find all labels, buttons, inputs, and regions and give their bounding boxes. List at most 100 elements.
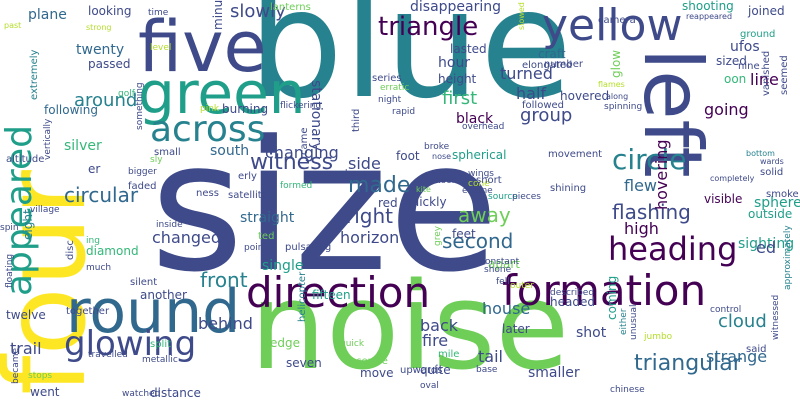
- word-nose: nose: [432, 152, 452, 161]
- word-foot: foot: [396, 149, 420, 163]
- word-joined: joined: [748, 4, 785, 18]
- word-short: short: [476, 175, 502, 186]
- word-spinning: spinning: [604, 102, 643, 112]
- word-movement: movement: [548, 149, 603, 160]
- word-twenty: twenty: [76, 42, 125, 58]
- word-reappeared: reappeared: [686, 12, 733, 21]
- word-blue: blue: [248, 0, 573, 132]
- word-triangle: triangle: [378, 12, 479, 42]
- word-travelled: travelled: [88, 350, 128, 360]
- word-changed: changed: [152, 228, 222, 247]
- word-mile: mile: [438, 349, 460, 360]
- word-disc: disc: [65, 240, 76, 260]
- word-er: er: [88, 162, 101, 176]
- word-sighting: sighting: [738, 236, 795, 252]
- word-split: split: [150, 339, 172, 350]
- word-quite: quite: [420, 363, 451, 377]
- word-smaller: smaller: [528, 365, 580, 381]
- word-seemed: seemed: [779, 55, 790, 95]
- word-edge: edge: [270, 336, 300, 350]
- word-change: change: [340, 169, 374, 179]
- word-five: five: [138, 6, 267, 88]
- word-witness: witness: [250, 150, 334, 175]
- word-erratic: erratic: [380, 83, 410, 93]
- word-seven: seven: [286, 356, 322, 370]
- word-much: much: [86, 263, 112, 273]
- word-rapid: rapid: [392, 107, 416, 117]
- word-time: time: [148, 8, 169, 18]
- word-noise: noise: [250, 258, 570, 397]
- word-said: said: [746, 344, 767, 355]
- word-back: back: [420, 316, 459, 335]
- word-jumbo: jumbo: [644, 332, 673, 342]
- word-heading: heading: [608, 230, 738, 268]
- word-first: first: [442, 88, 478, 109]
- word-cloud: cloud: [718, 311, 767, 332]
- word-described: described: [550, 288, 595, 298]
- word-slowed: slowed: [517, 2, 526, 30]
- word-height: height: [438, 72, 477, 86]
- word-outside: outside: [748, 207, 793, 221]
- word-plane: plane: [28, 7, 67, 23]
- word-unusual: unusual: [629, 304, 639, 340]
- word-slowly: slowly: [230, 1, 286, 22]
- word-green: green: [138, 59, 306, 127]
- word-vanished: vanished: [761, 50, 772, 96]
- word-shining: shining: [550, 183, 587, 194]
- word-strong: strong: [86, 23, 112, 32]
- word-going: going: [704, 100, 749, 119]
- word-lasted: lasted: [450, 42, 487, 56]
- word-centre: centre: [356, 356, 388, 367]
- word-house: house: [482, 299, 531, 318]
- word-stationary: stationary: [308, 80, 324, 151]
- word-extremely: extremely: [29, 49, 40, 100]
- word-level: level: [150, 43, 172, 53]
- word-another: another: [140, 288, 187, 302]
- word-following: following: [44, 103, 98, 117]
- word-formation: formation: [502, 266, 707, 315]
- word-ufos: ufos: [730, 39, 760, 55]
- word-later: later: [502, 322, 530, 336]
- word-silver: silver: [64, 138, 102, 154]
- word-passed: passed: [88, 57, 131, 71]
- word-satellite: satellite: [228, 190, 268, 201]
- word-triangular: triangular: [634, 351, 742, 376]
- word-round: round: [66, 277, 241, 347]
- word-horizon: horizon: [340, 228, 400, 247]
- word-straight: straight: [240, 210, 295, 226]
- word-ing: ing: [86, 236, 100, 246]
- word-changing: changing: [265, 143, 339, 162]
- word-flames: flames: [598, 80, 625, 89]
- word-watched: watched: [122, 389, 161, 399]
- word-spin: spin: [0, 223, 19, 233]
- word-coming: coming: [605, 275, 619, 320]
- word-second: second: [442, 229, 514, 253]
- word-size: size: [150, 103, 500, 312]
- word-inside: inside: [156, 220, 183, 230]
- word-bigger: bigger: [128, 167, 157, 177]
- word-altitude: altitude: [6, 154, 45, 165]
- word-around: around: [74, 90, 138, 111]
- word-silent: silent: [130, 277, 158, 288]
- word-black: black: [456, 111, 494, 127]
- word-turned: turned: [500, 64, 553, 83]
- word-flashing: flashing: [612, 200, 691, 224]
- word-ted: ted: [258, 231, 275, 242]
- word-strange: strange: [706, 347, 768, 366]
- word-sly: sly: [150, 155, 163, 165]
- word-base: base: [476, 365, 498, 375]
- word-constant: constant: [480, 257, 520, 267]
- word-single: single: [262, 258, 304, 274]
- word-group: group: [520, 105, 573, 126]
- word-chinese: chinese: [610, 385, 645, 395]
- word-completely: completely: [710, 174, 755, 183]
- word-pulsating: pulsating: [285, 242, 332, 253]
- word-glowing: glowing: [64, 324, 197, 364]
- word-along: along: [606, 92, 629, 101]
- word-elongated: elongated: [522, 60, 573, 71]
- word-feet: feet: [452, 227, 476, 241]
- word-wings: wings: [468, 169, 494, 179]
- word-right: right: [346, 204, 393, 228]
- word-oval: oval: [420, 381, 439, 391]
